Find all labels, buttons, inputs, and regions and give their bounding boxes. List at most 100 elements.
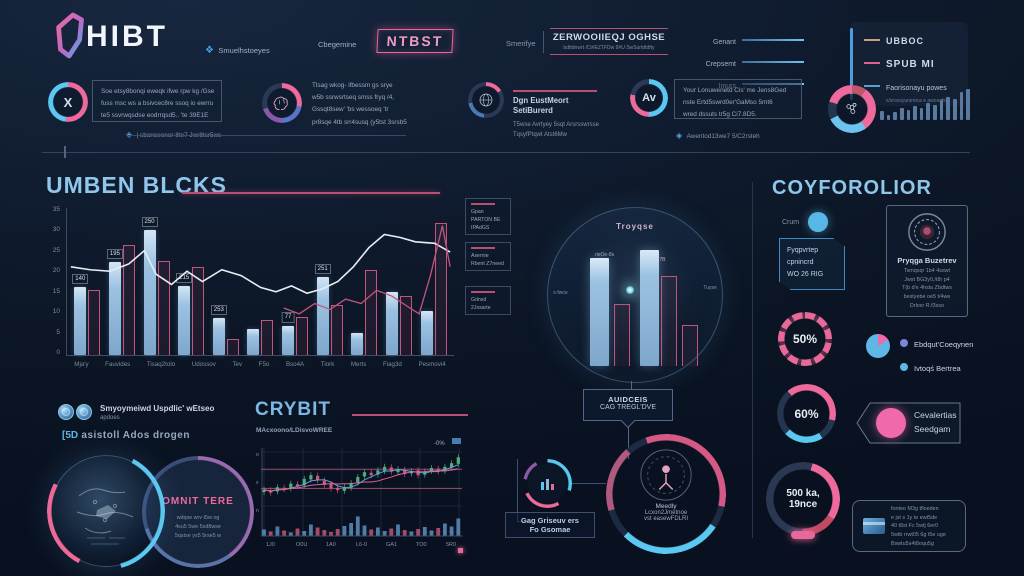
umben-y-axis: 35 30 25 20 15 10 5 0	[30, 206, 60, 356]
feature4-footnote: ◈ Awentod13we7 5/C2rsteh	[676, 125, 760, 143]
heading2-text: asistoll Ados drogen	[78, 430, 190, 441]
mini-legend-label: Crepsemt	[705, 61, 736, 68]
card-line: T(b d'e 4hsla Zbdtws	[902, 285, 952, 292]
feature3-textblock: Dgn EustMeort SetiBurerd T5wse Avrtyey 5…	[513, 90, 613, 140]
bar-slot: 195	[106, 208, 123, 355]
bar-slot	[226, 208, 239, 355]
card-line: Tsmqsqr 1b4 4sswt	[903, 268, 951, 274]
mini-bar	[939, 100, 944, 120]
legend-label: Ivtoqś Bertrea	[914, 364, 961, 373]
bar-group: 253	[210, 208, 239, 355]
sphere-right-label: Tuyse	[703, 284, 717, 291]
bar-group: 195	[106, 208, 135, 355]
bar-value-label: 195	[106, 249, 123, 260]
annotation-line: Gpan	[471, 208, 484, 215]
notch-line: Fyqpvrtep	[787, 247, 819, 254]
callout-box: AUIDCEIS CAG TREGL'DVE	[583, 389, 673, 429]
globe-icon	[472, 86, 500, 114]
bar-blue	[282, 325, 295, 355]
bar-slot	[434, 208, 447, 355]
y-axis-label: 30	[52, 226, 60, 234]
annotation-line: PARTON BE	[471, 216, 501, 223]
legend-line	[742, 82, 804, 85]
bar-pink	[296, 316, 309, 355]
bracket-line	[517, 459, 518, 521]
feature4-line: Your Lonuwenetd Cis' me Jens8Ged	[683, 87, 787, 94]
info-card: fonteo M3g tfloeden e jst s 1y te ewt5de…	[852, 500, 966, 552]
bar-slot	[192, 208, 205, 355]
umben-trend-lines	[67, 208, 454, 355]
pink-rule	[471, 247, 495, 249]
section-title-umben: UMBEN BLCKS	[46, 172, 227, 198]
bar-pink	[434, 222, 447, 355]
bar-group	[385, 208, 412, 355]
bar-group: 140	[72, 208, 101, 355]
mini-bar	[933, 104, 937, 120]
legend-dot	[900, 362, 908, 371]
bar-slot	[385, 208, 398, 355]
feature3-title: Dgn EustMeort	[513, 95, 569, 105]
bar-slot	[399, 208, 412, 355]
feature2-textblock: Tlsag wkog- ifbessm gs srye w5b ssrwsrts…	[312, 80, 434, 129]
mini-bar	[886, 114, 891, 120]
hex-tag: Cevalertias Seedgam	[856, 402, 962, 444]
feature3-line: TqsyfPtqwt Atst6Mw	[513, 131, 568, 138]
callout-pointer	[620, 413, 636, 429]
card-line: Jwst BG3y0,/t8r p4	[904, 276, 950, 283]
legend-line	[742, 60, 804, 63]
bar-slot	[351, 208, 364, 355]
crybit-badge: -0%	[434, 432, 462, 450]
notch-line: WO 26 RIG	[787, 270, 824, 278]
card-stripe	[863, 522, 885, 525]
bottom-left-heading2: [5D asistoll Ados drogen	[62, 425, 190, 443]
target-rings-icon	[906, 211, 948, 253]
rocket-icon: ◈	[676, 131, 683, 140]
bar-slot	[88, 208, 101, 355]
feature3-title2: SetiBurerd	[513, 106, 553, 116]
donut-500-value: 500 ka, 19nce	[766, 462, 840, 536]
node-label-line: Gag Griseuv ers	[521, 516, 579, 525]
callout-line: AUIDCEIS	[608, 395, 648, 404]
sphere-tag2-text: 7B	[659, 257, 666, 264]
brand-badge: NTBST	[376, 29, 454, 53]
sphere-bar	[681, 324, 698, 367]
bar-group: 77	[281, 208, 309, 355]
coin-icon	[58, 404, 74, 420]
pink-rule	[513, 90, 597, 92]
annotation-line: Gdnsd	[471, 296, 487, 303]
section-divider	[42, 152, 970, 153]
legend-label: SPUB MI	[886, 59, 935, 70]
mini-bar	[906, 110, 911, 120]
legend-label: Ebdqut'Coeqynen	[914, 340, 974, 349]
profile-card: Pryqga Buzetrev Tsmqsqr 1b4 4sswt Jwst B…	[886, 205, 968, 317]
bar-value-label: 250	[141, 216, 158, 228]
feature2-line: pr8sqe 4tb srr4susq (y5tst 3srsb5	[312, 118, 407, 126]
mini-bar	[913, 105, 917, 120]
bar-pink	[122, 244, 135, 355]
sphere-tag1: rieOe-8s	[594, 251, 615, 258]
wallet-icon	[863, 518, 885, 534]
x-axis-label: Tisaq2tolo	[146, 361, 176, 368]
legend-dash	[864, 38, 880, 41]
crum-label: Crum	[782, 219, 800, 226]
umben-bar-chart: 140 195 250 215 253 77 251	[66, 208, 454, 356]
feature2-line: w5b ssrwsrtseq smss fryq /4,	[312, 94, 395, 102]
bar-blue	[178, 285, 191, 355]
info-line: fonteo M3g tfloeden	[891, 506, 939, 512]
feature4-line: nste Ertd5swrd0er'GaMso 5mt6	[683, 99, 773, 107]
heading2-prefix: [5D	[62, 430, 79, 441]
bar-pink	[261, 319, 274, 355]
divider-tick	[64, 146, 66, 158]
partner1: ❖ Smuelhstoeyes	[205, 40, 270, 58]
bar-pink	[88, 290, 101, 355]
anchor-icon: ◈	[126, 130, 132, 139]
bar-group	[247, 208, 274, 355]
feature1-glyph: X	[63, 94, 73, 110]
sphere-bar	[640, 249, 660, 367]
bottom-left-subheading: apdoes	[100, 415, 120, 421]
bar-pink	[399, 296, 412, 355]
notch-line: cpnincrd	[787, 258, 814, 266]
svg-text:L6-0: L6-0	[356, 542, 367, 548]
logo-text: HIBT	[86, 20, 168, 53]
